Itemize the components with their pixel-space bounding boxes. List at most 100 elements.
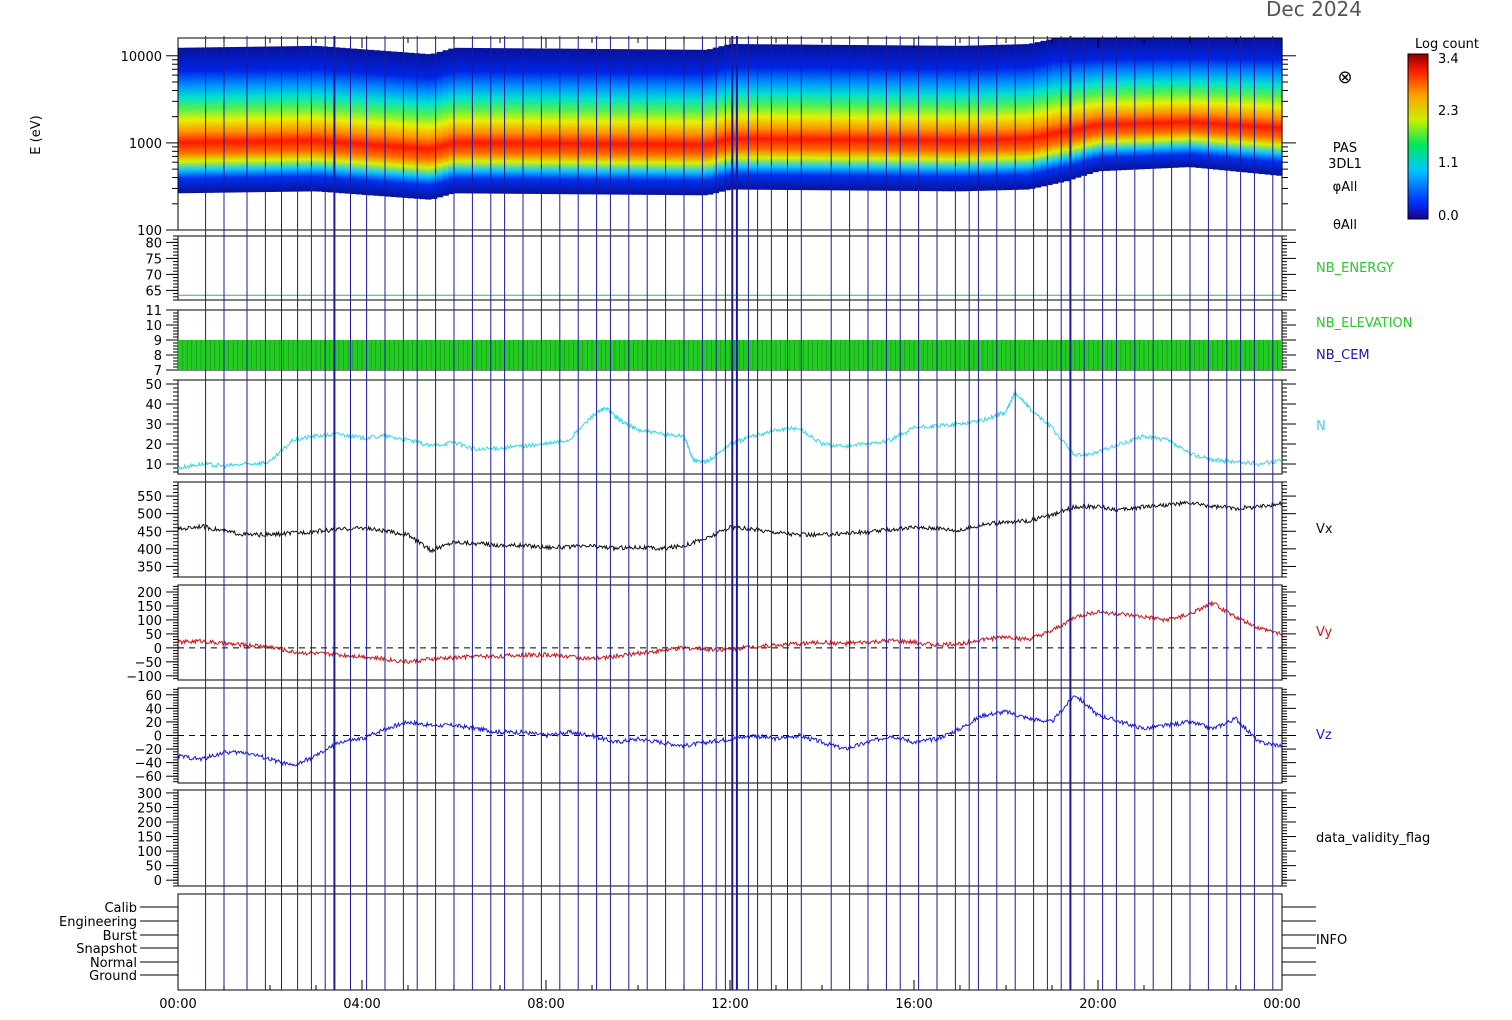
x-axis-tick-label: 00:00 xyxy=(159,997,196,1012)
vy-label: Vy xyxy=(1316,625,1333,640)
spectrogram-column xyxy=(408,52,415,199)
spectrogram-column xyxy=(436,51,444,198)
spectrogram-column xyxy=(534,48,541,194)
spectrogram-column xyxy=(454,47,461,194)
spectrogram-column xyxy=(528,48,536,194)
spectrogram-column xyxy=(787,44,794,190)
panel-ytick-label: 7 xyxy=(154,364,162,379)
panel-ytick-label: 0 xyxy=(154,874,162,889)
spectrogram-column xyxy=(482,48,490,194)
density-label: N xyxy=(1316,419,1326,434)
spectrogram-panel: 100 1000 10000 E (eV) PAS 3DL1 φAll θAll ⊗ xyxy=(29,37,1362,239)
spectrogram-column xyxy=(1023,44,1030,190)
colorbar-tick-1: 1.1 xyxy=(1438,156,1459,171)
spectrogram-column xyxy=(1000,44,1007,191)
panel-info xyxy=(140,893,1316,991)
colorbar-tick-max: 3.4 xyxy=(1438,52,1459,67)
spectrogram-column xyxy=(362,49,369,195)
spectrogram-column xyxy=(799,44,806,191)
panel-ytick-label: 10 xyxy=(145,319,162,334)
nb-elevation-label: NB_ELEVATION xyxy=(1316,316,1413,331)
spectrogram-column xyxy=(195,47,202,194)
spectrogram-column xyxy=(281,46,288,192)
info-level-snapshot: Snapshot xyxy=(76,942,137,957)
spectrogram-column xyxy=(592,48,599,195)
spectrogram-column xyxy=(879,45,886,191)
panel-ytick-label: 250 xyxy=(137,801,162,816)
spectrogram-ytick-label: 1000 xyxy=(129,137,162,152)
info-level-ground: Ground xyxy=(89,969,137,984)
spectrogram-column xyxy=(339,47,346,194)
spectrogram-column xyxy=(942,45,950,192)
series-line-density xyxy=(177,389,1283,471)
spectrogram-column xyxy=(252,46,260,193)
panel-ytick-label: 350 xyxy=(137,560,162,575)
spectrogram-column xyxy=(327,46,334,193)
spectrogram-column xyxy=(1086,38,1093,174)
spectrogram-column xyxy=(511,48,518,194)
spectrogram-column xyxy=(333,47,340,193)
spectrogram-column xyxy=(868,45,875,191)
spectrogram-column xyxy=(1052,38,1059,184)
spectrogram-column xyxy=(1241,38,1249,173)
spectrogram-column xyxy=(1247,38,1254,173)
panel-ytick-label: 80 xyxy=(145,236,162,251)
panel-ytick-label: 20 xyxy=(145,716,162,731)
spectrogram-column xyxy=(661,49,668,195)
spectrogram-column xyxy=(448,48,455,195)
spectrogram-column xyxy=(344,48,352,194)
spectrogram-column xyxy=(1172,38,1180,168)
panel-ytick-label: −40 xyxy=(135,757,162,772)
spectrogram-column xyxy=(551,48,559,195)
spectrogram-column xyxy=(1126,38,1134,170)
info-level-normal: Normal xyxy=(90,956,137,971)
panel-ytick-label: 10 xyxy=(145,458,162,473)
spectrogram-column xyxy=(1155,38,1162,169)
panel-ytick-label: 60 xyxy=(145,689,162,704)
spectrogram-column xyxy=(275,46,283,192)
spectrogram-column xyxy=(856,45,863,191)
spectrogram-column xyxy=(189,47,196,194)
nb-cem-label: NB_CEM xyxy=(1316,348,1370,363)
spectrogram-column xyxy=(465,47,472,194)
info-level-engineering: Engineering xyxy=(59,915,137,930)
spectrogram-column xyxy=(672,49,679,196)
spectrogram-column xyxy=(1276,38,1283,176)
panel-ytick-label: −60 xyxy=(135,770,162,785)
panel-vx: 350 400 450 500 550 xyxy=(137,481,1296,578)
spectrogram-column xyxy=(1144,38,1151,170)
spectrogram-column xyxy=(316,46,323,192)
panel-ytick-label: 65 xyxy=(145,284,162,299)
spectrogram-column xyxy=(247,46,254,193)
spectrogram-column xyxy=(1207,38,1214,170)
spectrogram-column xyxy=(425,54,432,200)
spectrogram-column xyxy=(1103,38,1111,171)
spectrogram-ylabel: E (eV) xyxy=(29,115,44,154)
spectrogram-column xyxy=(833,44,840,191)
panel-ytick-label: 70 xyxy=(145,268,162,283)
spectrogram-column xyxy=(1034,42,1042,188)
spectrogram-column xyxy=(781,44,789,190)
panel-ytick-label: 0 xyxy=(154,730,162,745)
panel-ytick-label: 40 xyxy=(145,398,162,413)
spectrogram-column xyxy=(178,47,185,194)
spectrogram-column xyxy=(385,51,392,197)
spectrogram-column xyxy=(1270,38,1277,176)
series-line-vy xyxy=(177,599,1283,665)
spectrogram-column xyxy=(758,44,766,190)
colorbar-title: Log count xyxy=(1415,37,1479,52)
spectrogram-column xyxy=(1121,38,1128,171)
spectrogram-yticks: 100 1000 10000 xyxy=(121,50,1296,239)
panel-ytick-label: 550 xyxy=(137,490,162,505)
spectrogram-column xyxy=(241,46,248,193)
spectrogram-column xyxy=(298,46,306,192)
spectrogram-column xyxy=(1029,43,1036,189)
spectrogram-column xyxy=(1098,38,1105,172)
info-level-calib: Calib xyxy=(104,901,137,916)
spectrogram-column xyxy=(563,48,570,195)
